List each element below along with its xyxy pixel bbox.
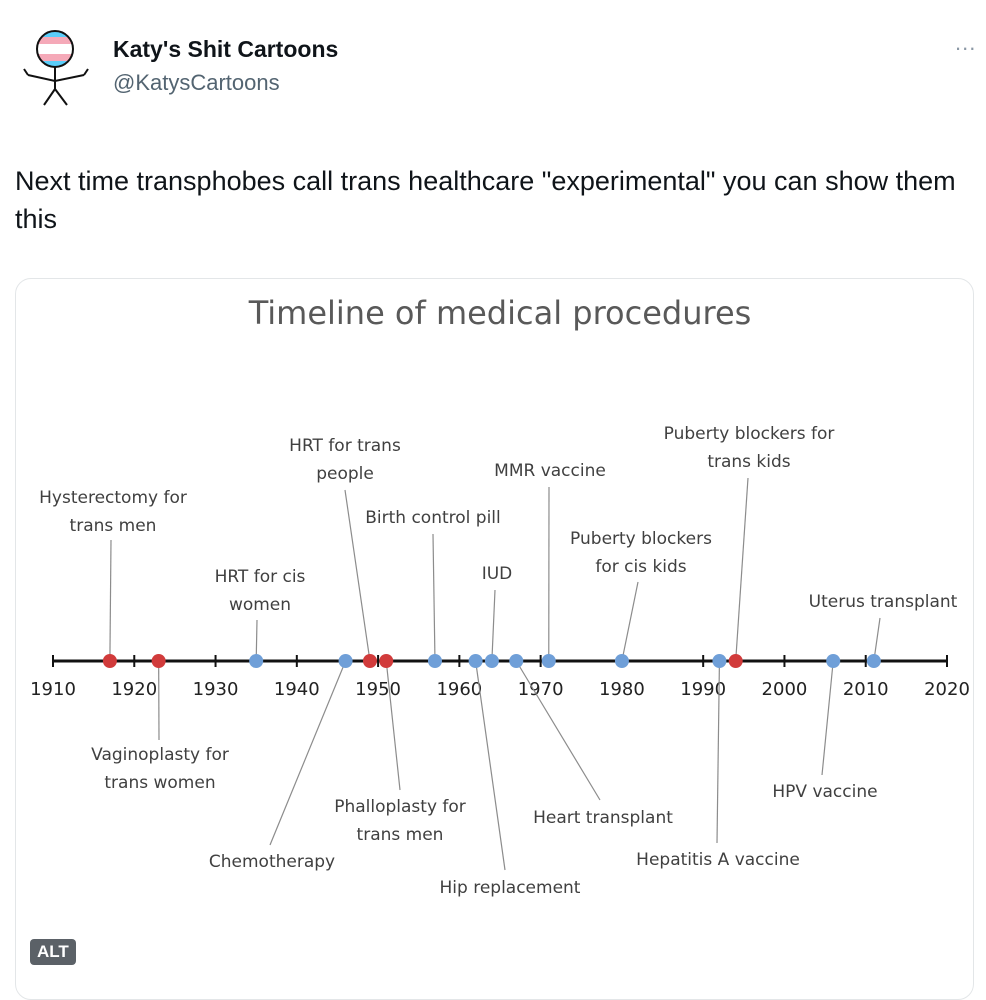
event-label: trans women: [104, 773, 215, 793]
x-tick-label: 2010: [843, 679, 889, 700]
event-dot: [363, 654, 377, 668]
event-dot: [428, 654, 442, 668]
event-dot: [867, 654, 881, 668]
x-tick-label: 1910: [30, 679, 76, 700]
event-label: HPV vaccine: [772, 782, 877, 802]
leader-line: [622, 582, 638, 661]
event-dot: [249, 654, 263, 668]
leader-line: [433, 534, 435, 661]
event-dot: [826, 654, 840, 668]
event-label: trans men: [357, 825, 444, 845]
event-dot: [485, 654, 499, 668]
event-label: Uterus transplant: [809, 592, 958, 612]
x-tick-label: 1950: [355, 679, 401, 700]
x-tick-label: 1930: [193, 679, 239, 700]
x-tick-label: 1960: [436, 679, 482, 700]
event-label: Phalloplasty for: [334, 797, 466, 817]
event-label: Vaginoplasty for: [91, 745, 229, 765]
event-dot: [152, 654, 166, 668]
event-label: HRT for trans: [289, 436, 401, 456]
event-dot: [379, 654, 393, 668]
alt-badge[interactable]: ALT: [30, 939, 76, 965]
event-label: MMR vaccine: [494, 461, 606, 481]
event-dot: [339, 654, 353, 668]
event-label: Chemotherapy: [209, 852, 335, 872]
x-tick-label: 1970: [518, 679, 564, 700]
event-dot: [712, 654, 726, 668]
event-label: Puberty blockers for: [664, 424, 835, 444]
event-label: people: [316, 464, 374, 484]
leader-line: [822, 661, 833, 775]
event-label: Hysterectomy for: [39, 488, 187, 508]
x-tick-label: 1920: [111, 679, 157, 700]
event-dot: [615, 654, 629, 668]
event-label: Puberty blockers: [570, 529, 712, 549]
event-dot: [103, 654, 117, 668]
x-tick-label: 2000: [762, 679, 808, 700]
event-dot: [729, 654, 743, 668]
event-label: Hepatitis A vaccine: [636, 850, 800, 870]
event-label: for cis kids: [595, 557, 686, 577]
leader-line: [110, 540, 111, 661]
leader-line: [736, 478, 748, 661]
event-dot: [542, 654, 556, 668]
event-label: trans men: [70, 516, 157, 536]
event-label: Hip replacement: [440, 878, 581, 898]
event-label: IUD: [482, 564, 513, 584]
x-tick-label: 2020: [924, 679, 970, 700]
event-label: HRT for cis: [215, 567, 306, 587]
event-dot: [469, 654, 483, 668]
x-tick-label: 1980: [599, 679, 645, 700]
x-tick-label: 1940: [274, 679, 320, 700]
event-label: Birth control pill: [365, 508, 501, 528]
event-label: trans kids: [707, 452, 790, 472]
event-label: women: [229, 595, 291, 615]
event-dot: [509, 654, 523, 668]
leader-line: [476, 661, 505, 870]
chart-title: Timeline of medical procedures: [248, 294, 752, 332]
leader-line: [492, 590, 495, 661]
event-label: Heart transplant: [533, 808, 673, 828]
